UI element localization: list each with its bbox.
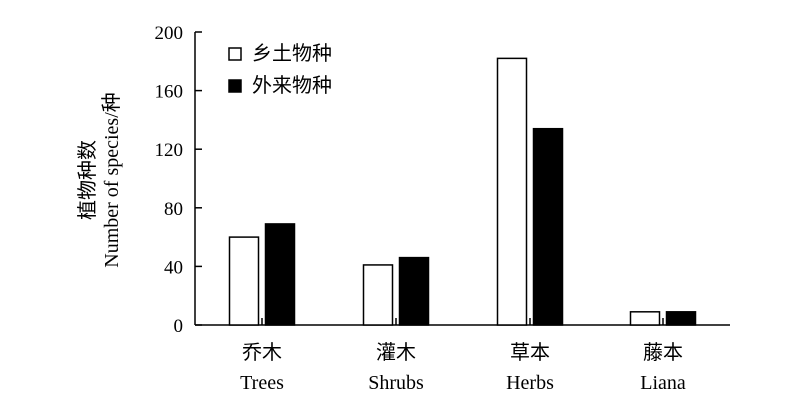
bar-exotic — [532, 127, 564, 326]
x-category-label-cn: 乔木 — [242, 340, 282, 364]
x-category-label-en: Herbs — [506, 372, 554, 394]
x-category-label-en: Trees — [240, 372, 284, 394]
y-tick-label: 200 — [155, 23, 184, 44]
bar-native — [228, 236, 260, 326]
bars — [228, 57, 697, 326]
bar-native — [362, 264, 394, 326]
y-tick-label: 80 — [164, 199, 183, 220]
x-category-label-en: Liana — [640, 372, 686, 394]
x-category-label-cn: 灌木 — [376, 340, 416, 364]
x-category-label-cn: 藤本 — [643, 340, 683, 364]
y-tick-label: 160 — [155, 82, 184, 103]
x-category-label-cn: 草本 — [510, 340, 550, 364]
y-axis-label-en: Number of species/种 — [100, 92, 123, 268]
bar-exotic — [264, 223, 296, 326]
legend-label: 乡土物种 — [252, 41, 332, 65]
bar-exotic — [398, 256, 430, 326]
y-tick-label: 120 — [155, 140, 184, 161]
y-tick-label: 0 — [174, 316, 184, 337]
y-tick-label: 40 — [164, 257, 183, 278]
y-ticks: 0 40 80 120 160 200 — [155, 23, 202, 337]
x-categories: 乔木 Trees 灌木 Shrubs 草本 Herbs 藤本 Liana — [240, 318, 686, 394]
x-category-label-en: Shrubs — [368, 372, 424, 394]
legend-swatch — [228, 79, 242, 93]
y-axis-label: 植物种数 Number of species/种 — [75, 92, 123, 268]
legend-label: 外来物种 — [252, 73, 332, 97]
y-axis-label-cn: 植物种数 — [75, 140, 99, 220]
legend-swatch — [228, 47, 242, 61]
bar-exotic — [665, 311, 697, 326]
bar-native — [496, 57, 528, 326]
bar-native — [629, 311, 661, 326]
